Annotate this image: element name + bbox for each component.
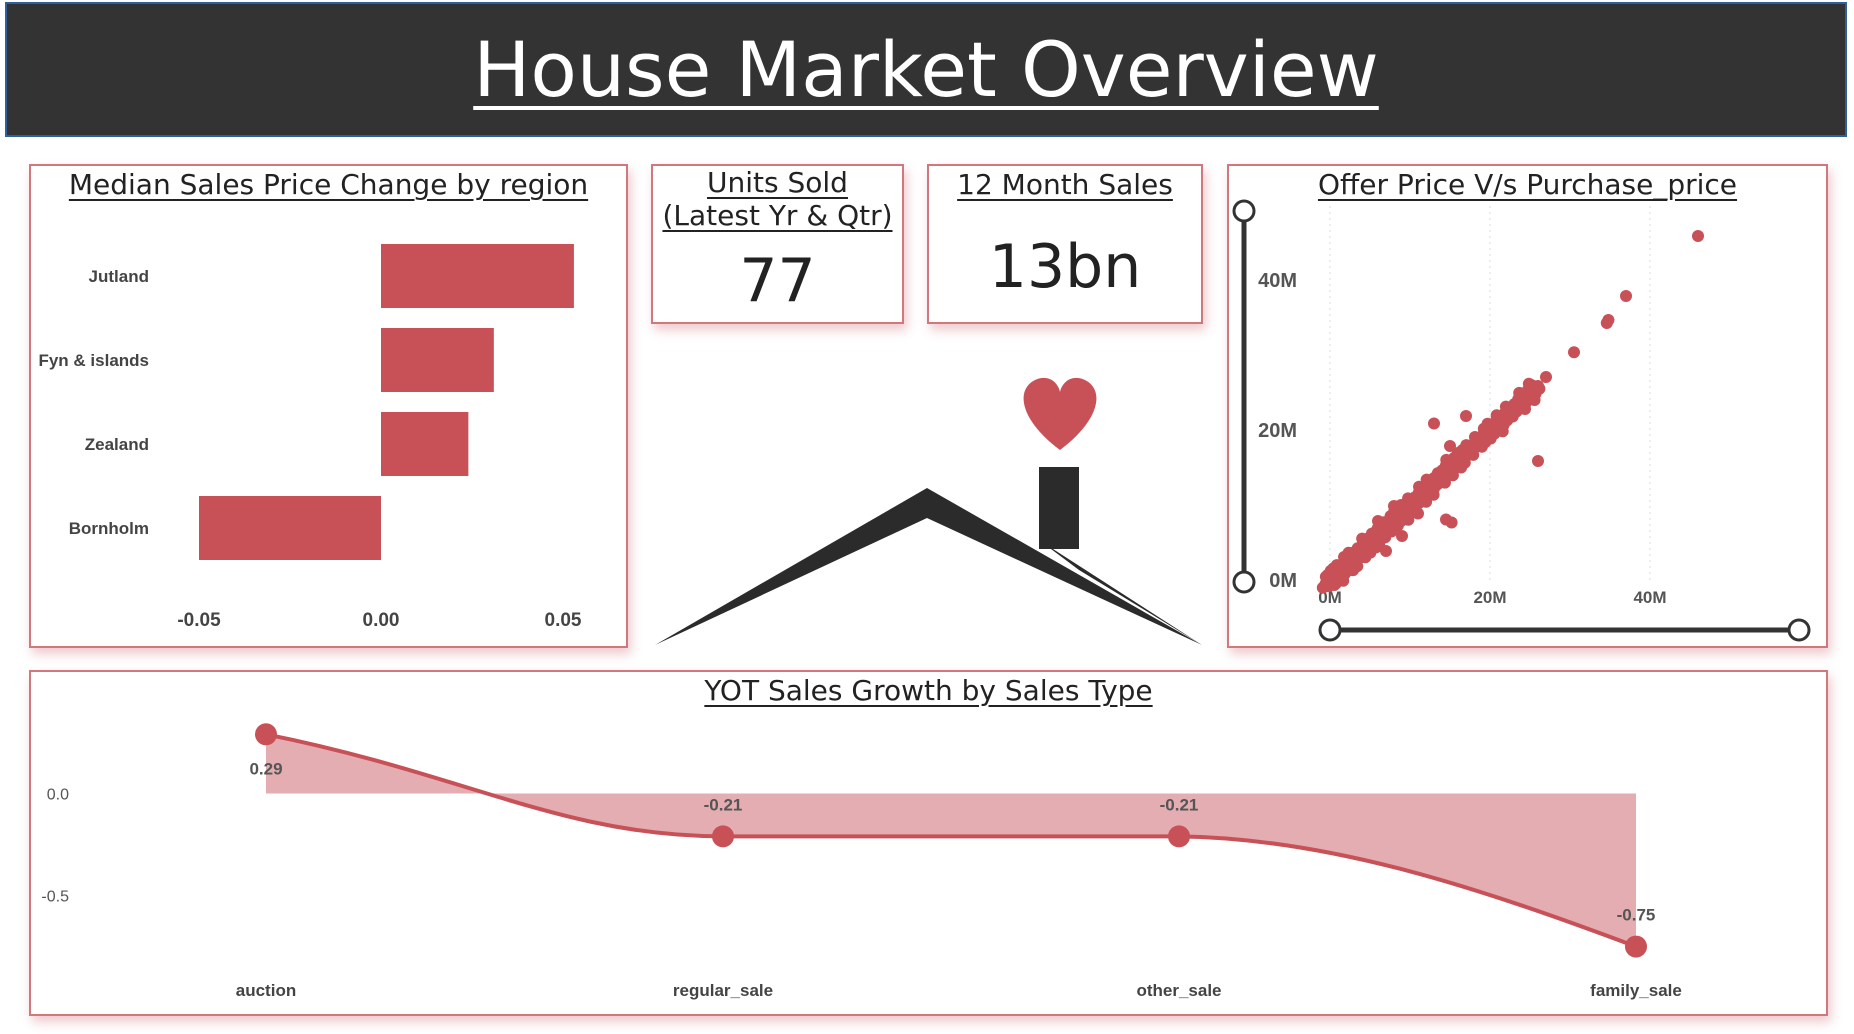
scatter-point (1428, 417, 1440, 430)
units-sold-title: Units Sold (Latest Yr & Qtr) (662, 166, 893, 232)
scatter-point (1460, 447, 1472, 460)
offer-purchase-scatter-card[interactable]: Offer Price V/s Purchase_price 0M 0M 20M 20… (1227, 164, 1828, 648)
sales-growth-line (265, 732, 1637, 949)
scatter-point (1348, 552, 1360, 565)
scatter-point (1388, 500, 1400, 512)
scatter-point (1444, 440, 1456, 452)
scatter-point (1444, 462, 1456, 475)
x-tick-label: 0.00 (363, 610, 400, 631)
scatter-point (1388, 515, 1400, 527)
scatter-point (1532, 455, 1544, 467)
scatter-point (1460, 410, 1472, 422)
scatter-point (1356, 545, 1368, 557)
page-title: House Market Overview (473, 25, 1379, 114)
data-label: -0.21 (704, 795, 743, 814)
x-category-label: regular_sale (673, 981, 773, 1000)
scatter-point (1420, 485, 1432, 497)
data-point-regular_sale (712, 825, 734, 848)
scatter-point (1516, 395, 1528, 407)
x-range-slider-handle-right (1787, 618, 1811, 642)
x-tick-label: -0.05 (177, 610, 221, 631)
chimney-shape (1039, 467, 1079, 549)
roof-shape (655, 488, 1202, 645)
y-tick-label: 40M (1258, 270, 1297, 292)
category-label: Zealand (85, 435, 149, 454)
roof-shape-right (1039, 540, 1202, 645)
scatter-point (1568, 346, 1580, 359)
y-tick-label: -0.5 (41, 889, 69, 906)
units-sold-value: 77 (739, 246, 816, 316)
area-fill (266, 734, 1636, 947)
scatter-point (1428, 477, 1440, 490)
category-label: Fyn & islands (38, 351, 149, 370)
scatter-point (1620, 290, 1632, 302)
scatter-point (1328, 571, 1340, 584)
twelve-month-sales-title: 12 Month Sales (957, 168, 1173, 201)
scatter-point (1452, 455, 1464, 467)
bar-jutland (381, 244, 574, 308)
scatter-point (1340, 560, 1352, 572)
twelve-month-sales-card[interactable]: 12 Month Sales 13bn (927, 164, 1203, 324)
scatter-point (1476, 432, 1488, 445)
scatter-point (1524, 387, 1536, 400)
scatter-point (1532, 380, 1544, 392)
region-bar-chart-card[interactable]: Median Sales Price Change by region Jutl… (29, 164, 628, 648)
scatter-point (1380, 522, 1392, 535)
x-tick-label: 20M (1473, 588, 1506, 607)
x-category-label: other_sale (1136, 981, 1221, 1000)
x-range-slider-handle-left (1318, 618, 1342, 642)
scatter-point (1484, 425, 1496, 437)
data-point-auction (255, 723, 277, 746)
sales-growth-area-card[interactable]: YOT Sales Growth by Sales Type 0.0 -0.5 0.… (29, 670, 1828, 1016)
bar-bornholm (199, 496, 381, 560)
scatter-point (1404, 500, 1416, 512)
sales-growth-area-title: YOT Sales Growth by Sales Type (704, 674, 1153, 707)
category-label: Bornholm (69, 519, 149, 538)
twelve-month-sales-value: 13bn (988, 232, 1142, 302)
bar-zealand (381, 412, 469, 476)
region-bar-chart: Jutland Fyn & islands Zealand Bornholm -0.05… (38, 244, 582, 631)
scatter-point (1396, 530, 1408, 542)
scatter-point (1600, 317, 1613, 329)
scatter-point (1492, 417, 1504, 430)
y-tick-label: 0.0 (47, 786, 69, 803)
x-category-label: family_sale (1590, 981, 1682, 1000)
y-tick-label: 20M (1258, 420, 1297, 442)
scatter-point (1500, 410, 1512, 422)
house-with-heart-icon (655, 377, 1202, 645)
scatter-point (1445, 516, 1458, 529)
y-range-slider-handle-bottom (1232, 570, 1256, 594)
data-point-other_sale (1168, 825, 1190, 848)
scatter-point (1372, 530, 1384, 542)
scatter-point (1396, 507, 1408, 520)
dashboard-header: House Market Overview (5, 2, 1847, 137)
units-sold-card[interactable]: Units Sold (Latest Yr & Qtr) 77 (651, 164, 904, 324)
data-label: -0.21 (1160, 795, 1199, 814)
data-point-family_sale (1625, 935, 1647, 958)
scatter-point (1412, 507, 1424, 520)
scatter-point (1436, 470, 1448, 482)
offer-purchase-scatter-title: Offer Price V/s Purchase_price (1317, 168, 1738, 201)
scatter-point (1412, 492, 1424, 505)
x-tick-label: 0.05 (545, 610, 582, 631)
heart-shape (1023, 377, 1097, 450)
data-label: 0.29 (249, 759, 282, 778)
scatter-point (1380, 545, 1392, 557)
x-tick-label: 40M (1633, 588, 1666, 607)
y-range-slider-handle-top (1232, 199, 1256, 223)
scatter-point (1508, 402, 1520, 415)
scatter-point (1540, 371, 1552, 383)
scatter-point (1364, 537, 1376, 550)
category-label: Jutland (89, 267, 149, 286)
bar-fyn-islands (381, 328, 494, 392)
region-bar-chart-title: Median Sales Price Change by region (68, 168, 589, 201)
data-label: -0.75 (1617, 906, 1656, 925)
scatter-point (1692, 230, 1704, 242)
x-category-label: auction (236, 981, 296, 1000)
scatter-point (1372, 515, 1384, 527)
y-tick-label: 0M (1269, 570, 1297, 592)
scatter-point (1468, 440, 1480, 452)
sales-growth-area-chart: 0.0 -0.5 0.29 auction -0.21 regular_sale -0.21… (41, 723, 1682, 1000)
